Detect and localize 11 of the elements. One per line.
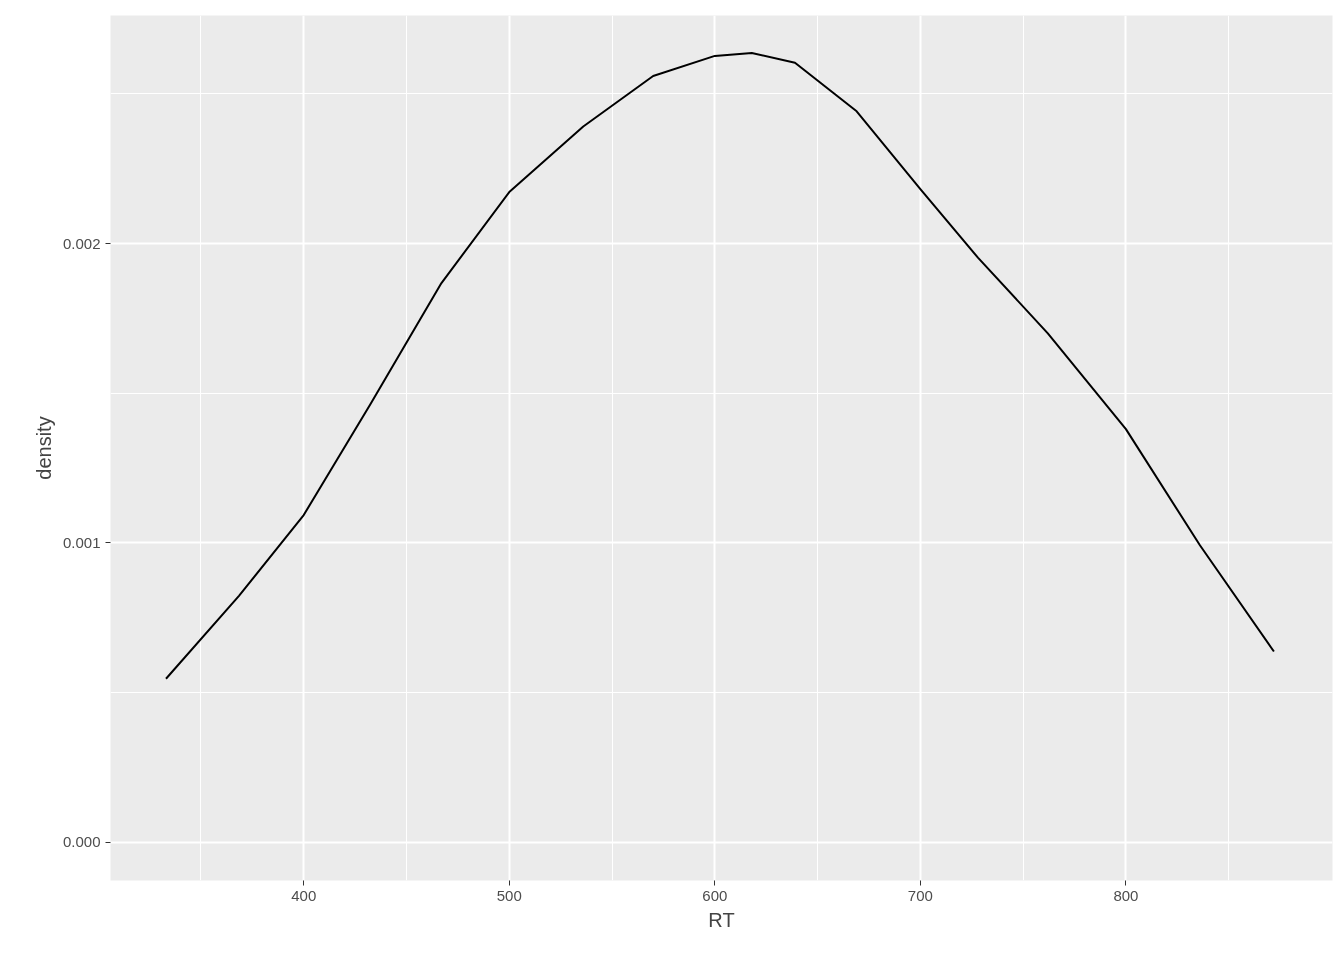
x-axis-title: RT	[708, 908, 735, 931]
x-tick-label: 800	[1113, 886, 1139, 904]
x-tick-label: 600	[702, 886, 728, 904]
x-tick-label: 500	[496, 886, 522, 904]
x-tick-label: 400	[291, 886, 317, 904]
y-tick-label: 0.002	[62, 234, 101, 252]
y-axis-title: density	[32, 416, 55, 480]
line-series	[165, 51, 1275, 680]
y-tick-label: 0.000	[62, 833, 101, 851]
x-tick-label: 700	[907, 886, 933, 904]
y-tick-label: 0.001	[62, 533, 101, 551]
